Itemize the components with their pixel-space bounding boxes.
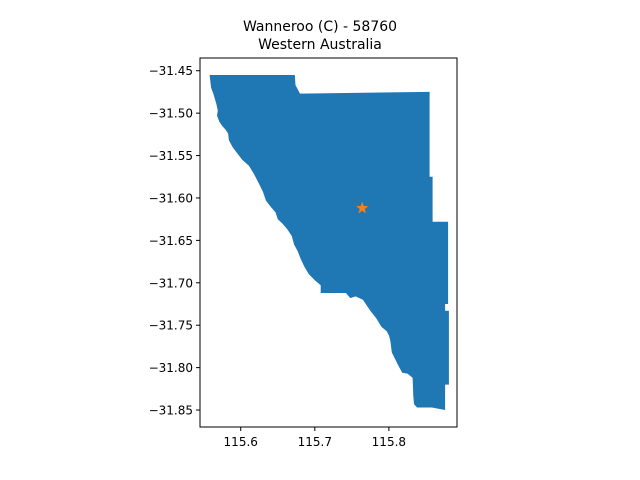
y-tick-label: −31.75: [149, 319, 193, 333]
map-title-line-1: Wanneroo (C) - 58760: [243, 19, 397, 35]
map-title-line-2: Western Australia: [258, 37, 382, 53]
region-polygon: [209, 75, 449, 410]
y-tick-label: −31.60: [149, 191, 193, 205]
y-tick-label: −31.80: [149, 361, 193, 375]
x-tick-label: 115.6: [224, 435, 258, 449]
y-tick-label: −31.70: [149, 276, 193, 290]
y-tick-label: −31.55: [149, 149, 193, 163]
y-tick-label: −31.65: [149, 234, 193, 248]
y-tick-label: −31.50: [149, 107, 193, 121]
centroid-star-marker: [356, 201, 369, 214]
x-tick-label: 115.7: [298, 435, 332, 449]
axes-frame: [199, 57, 458, 428]
y-axis: −31.45 −31.50 −31.55 −31.60 −31.65 −31.70 −31.…: [149, 64, 200, 418]
x-tick-label: 115.8: [372, 435, 406, 449]
y-tick-label: −31.45: [149, 64, 193, 78]
y-tick-label: −31.85: [149, 404, 193, 418]
plot-area: [199, 57, 458, 428]
x-axis: 115.6 115.7 115.8: [224, 427, 406, 449]
